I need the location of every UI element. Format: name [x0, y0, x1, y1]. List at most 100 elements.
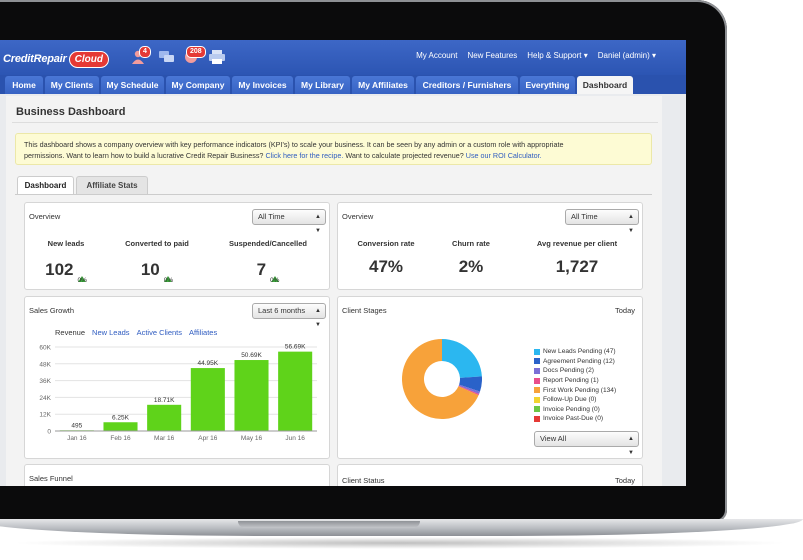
x-tick-label: Apr 16	[198, 435, 218, 442]
subtab-dashboard[interactable]: Dashboard	[17, 176, 74, 194]
legend-swatch	[534, 377, 540, 384]
y-tick-label: 36K	[39, 378, 51, 385]
client-status-panel: Client Status Today	[337, 464, 643, 486]
tab-my-company[interactable]: My Company	[166, 76, 230, 94]
legend-item[interactable]: First Work Pending (134)	[534, 385, 616, 395]
legend-item[interactable]: Report Pending (1)	[534, 376, 616, 386]
donut-slice[interactable]	[458, 385, 480, 396]
legend-swatch	[534, 358, 540, 365]
bar-value-label: 56.69K	[285, 344, 306, 351]
my-account-link[interactable]: My Account	[416, 51, 458, 60]
selected-period: All Time	[258, 212, 285, 221]
donut-slice[interactable]	[442, 339, 482, 378]
selected-period: All Time	[571, 212, 598, 221]
series-tab-new-leads[interactable]: New Leads	[92, 328, 130, 337]
donut-slice[interactable]	[458, 384, 480, 395]
kpi-value: 10	[140, 259, 160, 279]
kpi-value: 2%	[458, 257, 484, 276]
x-tick-label: Jan 16	[67, 435, 87, 442]
client-status-period: Today	[614, 476, 635, 485]
laptop-screen: CreditRepair Cloud 4 208 My Account New …	[0, 40, 686, 486]
bar[interactable]	[190, 368, 225, 431]
legend-label: Docs Pending (2)	[543, 367, 594, 375]
series-tab-affiliates[interactable]: Affiliates	[189, 328, 218, 337]
tab-creditors-furnishers[interactable]: Creditors / Furnishers	[416, 76, 518, 94]
kpi-new-leads: New leads 102 0%	[31, 239, 101, 284]
selected-view: View All	[540, 434, 567, 443]
overview-period-select[interactable]: All Time ▲ ▼	[565, 209, 639, 234]
tab-my-affiliates[interactable]: My Affiliates	[352, 76, 414, 94]
kpi-value-row: 10 0%	[107, 257, 207, 284]
kpi-change: 0%	[77, 277, 87, 284]
series-tab-active-clients[interactable]: Active Clients	[136, 328, 182, 337]
legend-label: First Work Pending (134)	[543, 386, 617, 394]
print-icon[interactable]	[209, 50, 225, 64]
bar[interactable]	[234, 360, 269, 431]
client-stages-panel: Client Stages Today New Leads Pending (4…	[337, 296, 643, 459]
notifications-badge: 208	[186, 46, 206, 58]
kpi-label: Converted to paid	[125, 239, 189, 248]
overview-title: Overview	[342, 212, 374, 221]
y-tick-label: 24K	[39, 395, 51, 402]
notice-line-2: permissions. Want to learn how to build …	[24, 150, 643, 161]
client-stages-donut	[402, 339, 482, 419]
tab-my-invoices[interactable]: My Invoices	[232, 76, 293, 94]
tab-my-clients[interactable]: My Clients	[45, 76, 99, 94]
stages-view-select[interactable]: View All ▲ ▼	[534, 431, 639, 456]
new-features-link[interactable]: New Features	[467, 51, 518, 60]
sales-period-select[interactable]: Last 6 months ▲ ▼	[252, 303, 326, 328]
bar[interactable]	[147, 404, 182, 431]
kpi-value-row: 7 0%	[215, 257, 321, 284]
notice-text-b: Want to calculate projected revenue?	[345, 151, 464, 160]
bar-value-label: 6.25K	[112, 414, 130, 421]
donut-slice[interactable]	[459, 376, 482, 392]
notice-text-a: permissions. Want to learn how to build …	[24, 151, 264, 160]
series-tab-revenue[interactable]: Revenue	[55, 328, 86, 337]
x-tick-label: May 16	[241, 435, 263, 442]
y-tick-label: 0	[47, 429, 51, 436]
logo-text: CreditRepair	[3, 53, 67, 65]
legend-item[interactable]: Follow-Up Due (0)	[534, 395, 616, 405]
sales-growth-chart: 0 12K 24K 36K 48K 60K 495 Jan 16 6.25K Feb 16 18.7…	[39, 344, 317, 442]
laptop-shadow	[10, 537, 790, 549]
donut-slice[interactable]	[402, 339, 479, 419]
bar[interactable]	[278, 351, 313, 431]
legend-label: New Leads Pending (47)	[543, 348, 616, 356]
tab-dashboard[interactable]: Dashboard	[577, 76, 633, 94]
overview-period-select[interactable]: All Time ▲ ▼	[252, 209, 326, 234]
tab-my-schedule[interactable]: My Schedule	[101, 76, 164, 94]
bar-value-label: 44.95K	[198, 360, 219, 367]
kpi-churn-rate: Churn rate 2%	[436, 239, 506, 277]
legend-item[interactable]: Invoice Pending (0)	[534, 405, 616, 415]
legend-item[interactable]: Agreement Pending (12)	[534, 357, 616, 367]
page-title: Business Dashboard	[16, 106, 126, 118]
legend-label: Report Pending (1)	[543, 377, 599, 385]
tab-my-library[interactable]: My Library	[295, 76, 350, 94]
tab-home[interactable]: Home	[5, 76, 43, 94]
bar[interactable]	[103, 422, 138, 431]
subtab-affiliate-stats[interactable]: Affiliate Stats	[76, 176, 148, 194]
sales-funnel-panel: Sales Funnel	[24, 464, 330, 486]
logo-cloud-badge: Cloud	[68, 50, 109, 68]
recipe-link[interactable]: Click here for the recipe.	[265, 151, 344, 160]
help-support-menu[interactable]: Help & Support ▾	[527, 51, 588, 60]
legend-item[interactable]: New Leads Pending (47)	[534, 347, 616, 357]
user-menu[interactable]: Daniel (admin) ▾	[597, 51, 656, 60]
roi-calculator-link[interactable]: Use our ROI Calculator.	[465, 151, 542, 160]
tab-everything[interactable]: Everything	[520, 76, 575, 94]
legend-swatch	[534, 367, 540, 374]
legend-item[interactable]: Invoice Past-Due (0)	[534, 414, 616, 424]
client-stages-title: Client Stages	[342, 306, 387, 315]
bar-value-label: 50.69K	[241, 352, 262, 359]
legend-label: Follow-Up Due (0)	[543, 396, 597, 404]
kpi-label: Churn rate	[452, 239, 490, 248]
overview-panel-left: Overview All Time ▲ ▼ New leads 102 0% Con…	[24, 202, 330, 290]
x-tick-label: Mar 16	[154, 435, 175, 442]
trend-up-icon: 0%	[270, 257, 279, 284]
x-tick-label: Feb 16	[110, 435, 131, 442]
legend-item[interactable]: Docs Pending (2)	[534, 366, 616, 376]
legend-swatch	[534, 387, 540, 394]
chat-icon[interactable]	[159, 50, 175, 64]
app-logo[interactable]: CreditRepair Cloud	[3, 50, 109, 68]
